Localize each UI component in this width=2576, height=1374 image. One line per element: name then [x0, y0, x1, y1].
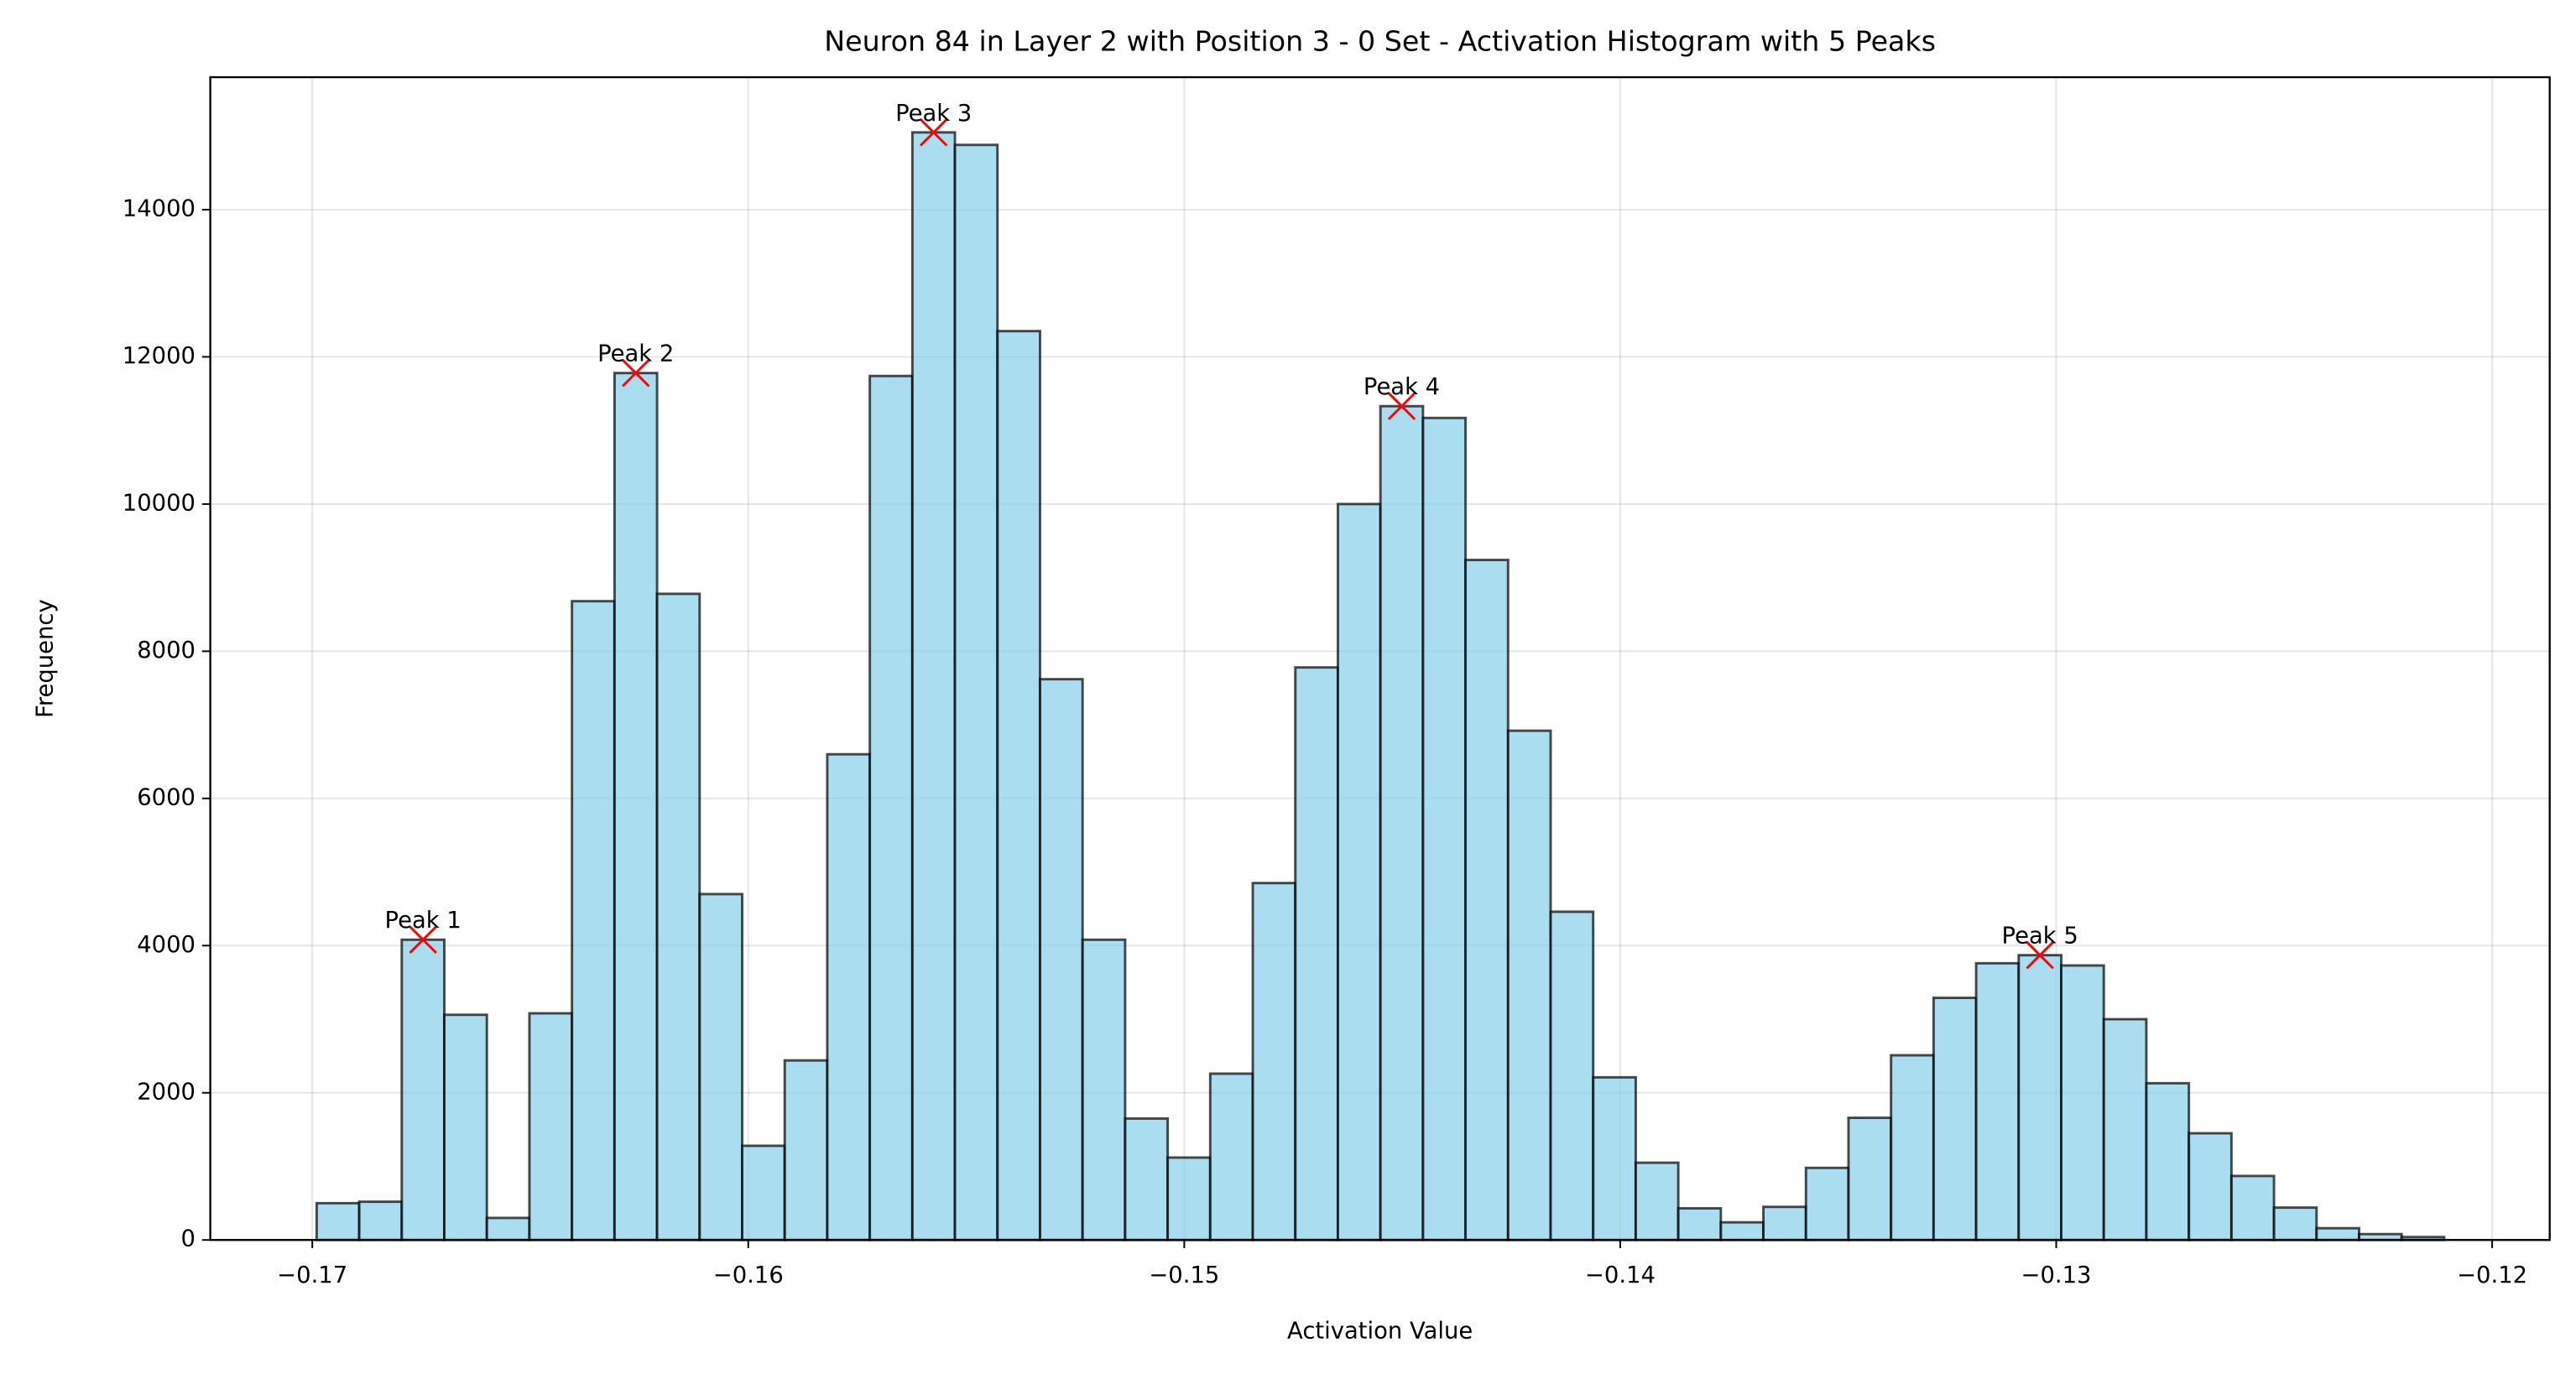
- bar: [1974, 961, 2021, 1241]
- peak-label: Peak 5: [2002, 924, 2078, 950]
- bar: [741, 1144, 786, 1241]
- bar: [2315, 1226, 2360, 1241]
- bar: [2272, 1206, 2318, 1241]
- bar: [1251, 882, 1297, 1241]
- peak-marker: [409, 925, 437, 954]
- bar: [996, 330, 1041, 1241]
- plot-frame: [209, 75, 2551, 1241]
- bar: [357, 1200, 404, 1241]
- peak-marker: [2026, 940, 2054, 970]
- bars: [315, 131, 2446, 1241]
- y-tick-label: 0: [181, 1226, 196, 1252]
- bar: [1039, 678, 1084, 1241]
- bar: [2017, 954, 2063, 1241]
- peak-label: Peak 4: [1364, 374, 1440, 400]
- bar: [868, 374, 914, 1241]
- chart-title: Neuron 84 in Layer 2 with Position 3 - 0…: [824, 24, 1936, 57]
- peak-marker: [919, 118, 948, 147]
- bar: [1421, 416, 1468, 1241]
- bar: [1804, 1166, 1850, 1241]
- bar: [1549, 910, 1595, 1241]
- bar: [1762, 1205, 1807, 1241]
- bar: [1932, 997, 1978, 1241]
- x-tick-label: −0.14: [1585, 1262, 1656, 1288]
- bar: [1847, 1116, 1893, 1241]
- peak-label: Peak 2: [597, 341, 674, 367]
- bar: [2102, 1017, 2148, 1241]
- peak-marker: [1387, 392, 1416, 420]
- bar: [1464, 559, 1510, 1241]
- x-tick-label: −0.17: [277, 1262, 347, 1288]
- bar: [1081, 938, 1127, 1241]
- peak-marker: [622, 359, 650, 388]
- bar: [2229, 1174, 2276, 1241]
- bar: [485, 1216, 531, 1241]
- bar: [1166, 1156, 1212, 1241]
- x-axis-label: Activation Value: [1287, 1318, 1473, 1344]
- bar: [1336, 502, 1382, 1241]
- bar: [1719, 1220, 1765, 1241]
- bar: [1676, 1207, 1723, 1241]
- bar: [1294, 666, 1339, 1241]
- bar: [910, 131, 957, 1241]
- x-tick-label: −0.15: [1149, 1262, 1219, 1288]
- bar: [443, 1013, 488, 1241]
- bar: [613, 372, 659, 1241]
- bar: [400, 938, 446, 1241]
- bar: [2145, 1081, 2191, 1241]
- bar: [1592, 1075, 1637, 1241]
- bar: [1379, 404, 1425, 1241]
- y-tick-label: 14000: [123, 195, 196, 221]
- bar: [1506, 729, 1552, 1241]
- bar: [1634, 1161, 1680, 1241]
- bar: [571, 600, 616, 1241]
- bar: [698, 893, 743, 1241]
- bar: [2060, 964, 2105, 1241]
- peak-label: Peak 1: [385, 908, 461, 934]
- bar: [315, 1201, 361, 1241]
- x-tick-label: −0.13: [2021, 1262, 2092, 1288]
- y-tick-label: 6000: [137, 784, 196, 810]
- bar: [1124, 1116, 1170, 1241]
- y-tick-label: 12000: [123, 343, 196, 369]
- peak-label: Peak 3: [895, 101, 972, 127]
- bar: [528, 1012, 574, 1241]
- bar: [1890, 1054, 1935, 1241]
- bar: [1208, 1072, 1254, 1241]
- y-axis-label: Frequency: [32, 599, 58, 718]
- y-tick-label: 4000: [137, 932, 196, 958]
- x-tick-label: −0.12: [2457, 1262, 2527, 1288]
- y-tick-label: 10000: [123, 490, 196, 516]
- x-tick-label: −0.16: [713, 1262, 784, 1288]
- bar: [953, 143, 999, 1241]
- bar: [783, 1059, 829, 1241]
- bar: [2188, 1132, 2233, 1241]
- bar: [826, 752, 872, 1241]
- bar: [655, 592, 701, 1241]
- y-tick-label: 8000: [137, 638, 196, 664]
- y-tick-label: 2000: [137, 1079, 196, 1105]
